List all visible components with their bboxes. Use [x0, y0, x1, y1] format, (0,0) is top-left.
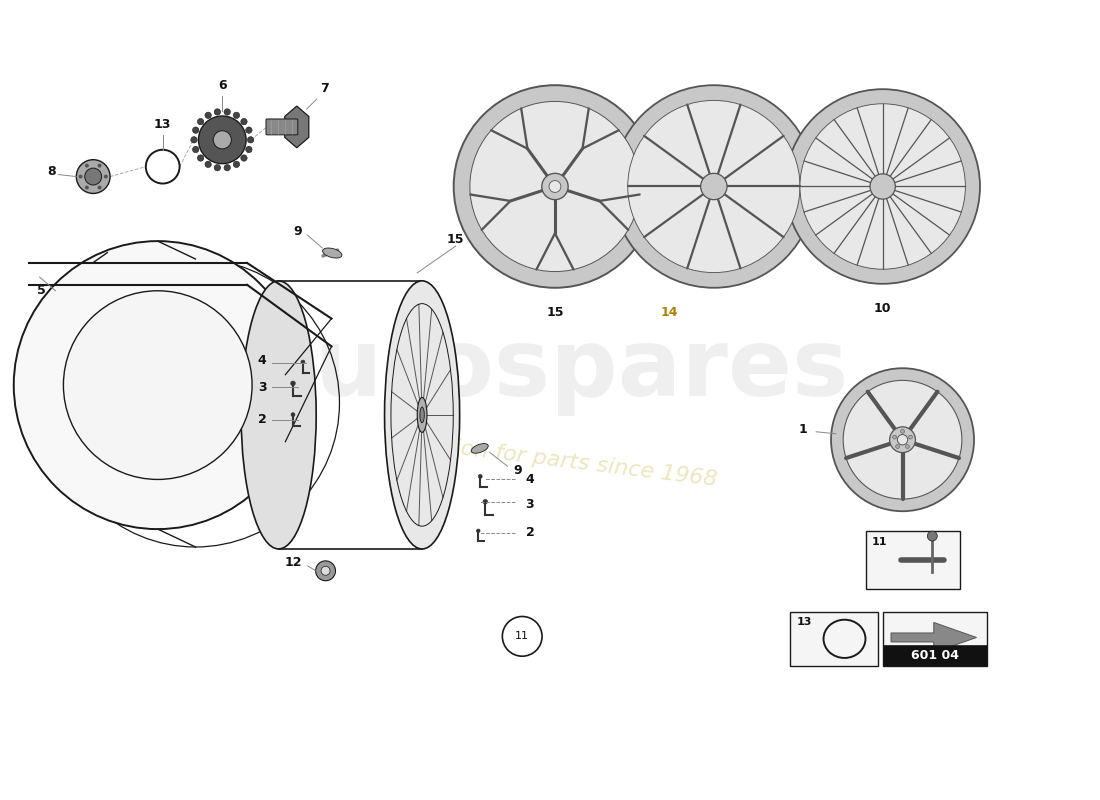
Text: 3: 3: [257, 381, 266, 394]
Ellipse shape: [241, 281, 316, 549]
Text: a passion for parts since 1968: a passion for parts since 1968: [382, 429, 718, 490]
Text: 3: 3: [526, 498, 535, 511]
Circle shape: [890, 427, 915, 453]
Circle shape: [321, 566, 330, 575]
FancyBboxPatch shape: [882, 611, 987, 666]
Text: 2: 2: [257, 414, 266, 426]
Circle shape: [192, 146, 199, 153]
Circle shape: [224, 109, 230, 115]
Circle shape: [224, 165, 230, 171]
Circle shape: [628, 100, 800, 273]
Text: 11: 11: [871, 537, 888, 547]
Circle shape: [301, 360, 305, 364]
Text: 13: 13: [796, 618, 812, 627]
Circle shape: [192, 127, 199, 134]
Circle shape: [214, 109, 221, 115]
FancyArrowPatch shape: [323, 250, 338, 256]
Circle shape: [470, 102, 640, 271]
Circle shape: [241, 118, 248, 125]
Circle shape: [98, 186, 101, 190]
Text: 1: 1: [799, 423, 807, 436]
Text: 5: 5: [37, 284, 46, 298]
Circle shape: [800, 104, 966, 270]
Circle shape: [245, 127, 252, 134]
Circle shape: [205, 161, 211, 167]
FancyBboxPatch shape: [866, 531, 960, 589]
Text: 6: 6: [218, 79, 227, 92]
Ellipse shape: [14, 241, 301, 529]
Circle shape: [613, 86, 815, 288]
Circle shape: [233, 161, 240, 167]
Text: 13: 13: [154, 118, 172, 131]
Circle shape: [895, 445, 900, 449]
Circle shape: [701, 174, 727, 200]
Circle shape: [76, 160, 110, 194]
Text: 601 04: 601 04: [911, 650, 959, 662]
Circle shape: [909, 435, 912, 439]
Circle shape: [453, 86, 657, 288]
Text: 7: 7: [320, 82, 329, 95]
Circle shape: [927, 531, 937, 541]
Circle shape: [214, 165, 221, 171]
Circle shape: [785, 89, 980, 284]
Circle shape: [292, 413, 295, 417]
FancyBboxPatch shape: [266, 119, 298, 135]
Polygon shape: [891, 622, 977, 653]
Text: 4: 4: [257, 354, 266, 366]
Circle shape: [830, 368, 974, 511]
Circle shape: [478, 474, 482, 478]
Text: 15: 15: [547, 306, 563, 318]
Circle shape: [905, 445, 910, 449]
Circle shape: [245, 146, 252, 153]
Text: 2: 2: [526, 526, 535, 539]
Circle shape: [85, 186, 89, 190]
Circle shape: [316, 561, 336, 581]
Circle shape: [78, 174, 82, 178]
Circle shape: [549, 181, 561, 193]
Text: 9: 9: [294, 225, 301, 238]
Circle shape: [901, 430, 904, 434]
Text: 11: 11: [515, 631, 529, 642]
Circle shape: [85, 164, 89, 167]
FancyBboxPatch shape: [790, 611, 878, 666]
Text: 4: 4: [526, 473, 535, 486]
Ellipse shape: [420, 407, 425, 422]
Circle shape: [542, 174, 568, 200]
Circle shape: [483, 499, 487, 504]
Circle shape: [870, 174, 895, 199]
Circle shape: [103, 174, 108, 178]
Circle shape: [892, 435, 896, 439]
Circle shape: [233, 112, 240, 118]
Polygon shape: [285, 106, 309, 148]
Circle shape: [197, 118, 204, 125]
Circle shape: [98, 164, 101, 167]
Text: 9: 9: [514, 464, 521, 477]
Ellipse shape: [385, 281, 460, 549]
Text: 12: 12: [285, 556, 303, 570]
Circle shape: [844, 380, 961, 499]
Circle shape: [85, 168, 101, 185]
Circle shape: [197, 155, 204, 161]
Ellipse shape: [471, 443, 488, 454]
Circle shape: [190, 137, 197, 143]
Circle shape: [248, 137, 254, 143]
Circle shape: [241, 155, 248, 161]
Circle shape: [213, 130, 231, 149]
Ellipse shape: [64, 290, 252, 479]
Text: 8: 8: [47, 165, 55, 178]
Text: eurospares: eurospares: [251, 324, 849, 416]
Circle shape: [476, 529, 480, 533]
Text: 15: 15: [447, 233, 464, 246]
Circle shape: [205, 112, 211, 118]
Text: 10: 10: [873, 302, 891, 314]
FancyBboxPatch shape: [882, 646, 987, 666]
Circle shape: [898, 434, 907, 445]
Ellipse shape: [417, 398, 427, 432]
Circle shape: [198, 116, 246, 164]
Text: 14: 14: [660, 306, 678, 318]
Circle shape: [290, 381, 295, 386]
Ellipse shape: [322, 248, 342, 258]
